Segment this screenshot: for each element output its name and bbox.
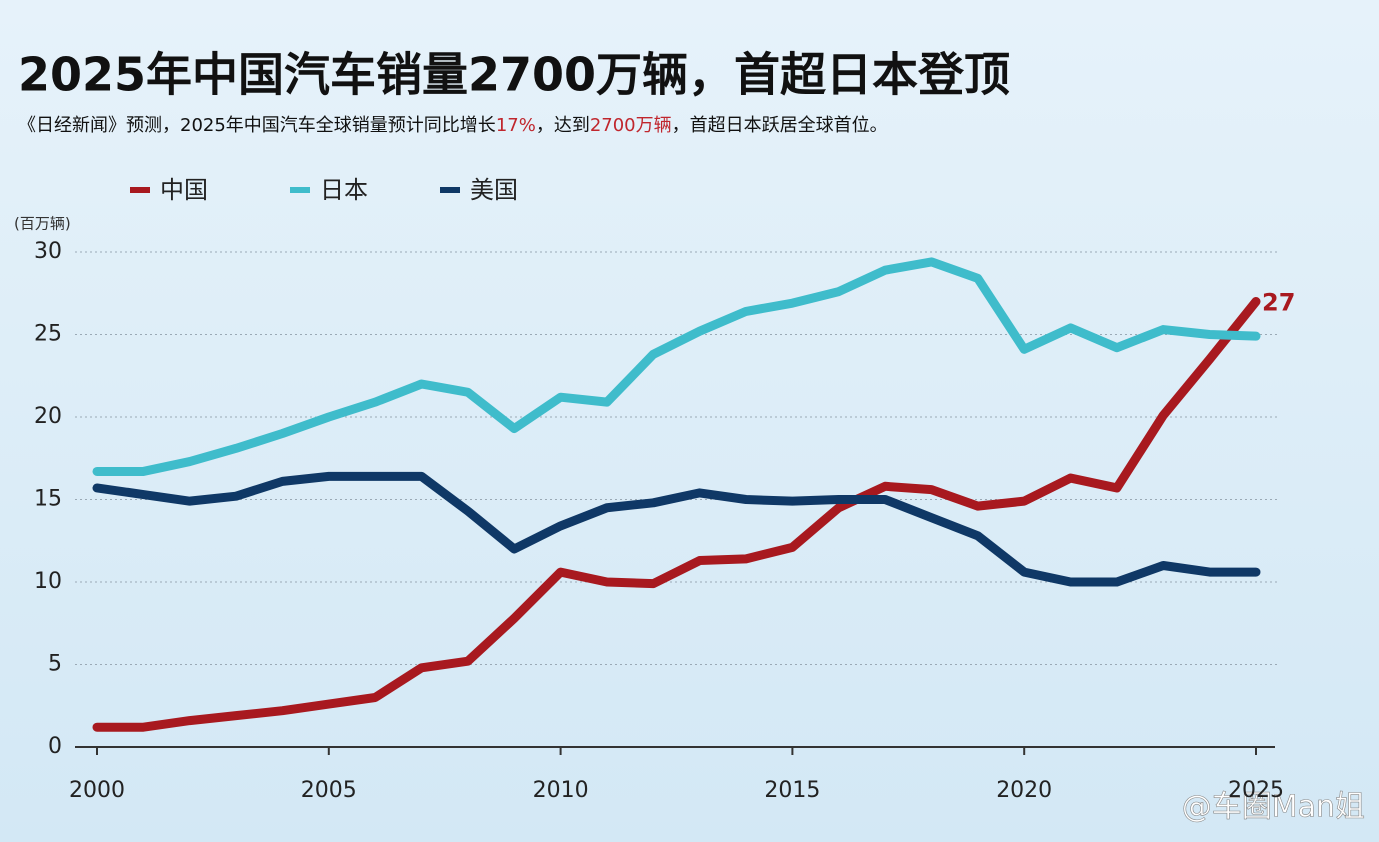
y-tick-label: 10	[34, 569, 62, 594]
x-tick-label: 2000	[69, 778, 125, 803]
chart-subtitle: 《日经新闻》预测，2025年中国汽车全球销量预计同比增长17%，达到2700万辆…	[18, 115, 888, 136]
y-tick-label: 0	[48, 734, 62, 759]
y-tick-label: 30	[34, 239, 62, 264]
x-tick-label: 2010	[533, 778, 589, 803]
chart-title: 2025年中国汽车销量2700万辆，首超日本登顶	[18, 48, 1010, 102]
x-tick-label: 2015	[764, 778, 820, 803]
y-tick-label: 20	[34, 404, 62, 429]
x-tick-label: 2005	[301, 778, 357, 803]
subtitle-part: 2700万辆	[590, 115, 672, 136]
y-tick-label: 15	[34, 487, 62, 512]
x-tick-label: 2020	[996, 778, 1052, 803]
series-line	[92, 471, 1261, 587]
legend-label: 日本	[320, 176, 368, 204]
series-line	[92, 257, 1261, 476]
x-tick-label: 2025	[1228, 778, 1284, 803]
y-axis-label: (百万辆)	[14, 215, 71, 233]
data-label: 27	[1262, 289, 1295, 317]
watermark: @车圈Man姐	[1182, 790, 1365, 825]
subtitle-part: ，首超日本跃居全球首位。	[672, 115, 888, 136]
subtitle-part: 17%	[496, 115, 536, 136]
y-tick-label: 5	[48, 652, 62, 677]
y-tick-label: 25	[34, 322, 62, 347]
subtitle-part: ，达到	[536, 115, 590, 136]
subtitle-part: 《日经新闻》预测，2025年中国汽车全球销量预计同比增长	[18, 115, 496, 136]
legend-label: 美国	[470, 176, 518, 204]
legend-label: 中国	[160, 176, 208, 204]
series-line	[92, 297, 1261, 732]
